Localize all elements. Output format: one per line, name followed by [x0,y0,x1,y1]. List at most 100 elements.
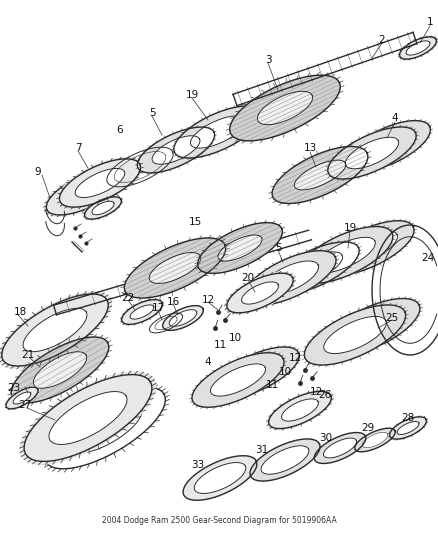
Polygon shape [242,282,279,304]
Polygon shape [345,137,399,169]
Polygon shape [210,364,265,396]
Text: 18: 18 [14,307,27,317]
Text: 22: 22 [121,293,134,303]
Polygon shape [399,36,438,60]
Polygon shape [261,261,318,295]
Polygon shape [75,168,125,198]
Text: 3: 3 [265,55,271,65]
Polygon shape [250,439,320,481]
Polygon shape [44,168,126,216]
Polygon shape [211,347,299,399]
Polygon shape [20,372,156,464]
Polygon shape [230,75,340,141]
Polygon shape [57,157,143,208]
Text: 9: 9 [35,167,41,177]
Polygon shape [294,160,346,190]
Text: 12: 12 [201,295,215,305]
Text: 1: 1 [427,17,433,27]
Text: 10: 10 [279,367,292,377]
Polygon shape [130,305,154,319]
Polygon shape [183,456,257,500]
Text: 30: 30 [319,433,332,443]
Polygon shape [324,298,420,356]
Polygon shape [0,292,111,368]
Polygon shape [323,438,357,458]
Polygon shape [192,353,284,407]
Polygon shape [33,352,87,388]
Text: 15: 15 [188,217,201,227]
Polygon shape [355,428,395,452]
Text: 10: 10 [229,333,242,343]
Polygon shape [328,127,416,179]
Polygon shape [339,231,397,265]
Polygon shape [162,305,203,330]
Polygon shape [84,196,123,220]
Polygon shape [49,392,127,445]
Text: 16: 16 [166,297,180,307]
Polygon shape [11,337,109,403]
Polygon shape [314,237,375,273]
Polygon shape [261,446,309,474]
Text: 5: 5 [275,243,281,253]
Text: 2: 2 [379,35,385,45]
Text: 11: 11 [213,340,226,350]
Text: 12: 12 [309,387,323,397]
Polygon shape [218,235,262,261]
Polygon shape [244,251,336,305]
Polygon shape [23,308,87,352]
Polygon shape [149,253,201,284]
Polygon shape [271,242,359,294]
Polygon shape [198,223,283,273]
Polygon shape [389,416,427,440]
Polygon shape [343,310,402,344]
Polygon shape [194,463,246,494]
Text: 27: 27 [18,400,32,410]
Polygon shape [228,357,282,389]
Text: 17: 17 [152,303,165,313]
Polygon shape [120,299,163,325]
Text: 19: 19 [185,90,198,100]
Polygon shape [304,305,406,365]
Polygon shape [92,201,114,215]
Polygon shape [287,252,343,284]
Polygon shape [322,221,414,275]
Text: 6: 6 [117,125,124,135]
Polygon shape [191,116,246,148]
Text: 7: 7 [75,143,81,153]
Text: 2004 Dodge Ram 2500 Gear-Second Diagram for 5019906AA: 2004 Dodge Ram 2500 Gear-Second Diagram … [102,516,336,525]
Text: 19: 19 [343,223,357,233]
Polygon shape [152,136,200,164]
Polygon shape [362,131,414,161]
Text: 26: 26 [318,390,332,400]
Polygon shape [258,91,313,125]
Text: 4: 4 [392,113,398,123]
Polygon shape [362,432,388,448]
Text: 11: 11 [265,380,279,390]
Polygon shape [174,106,262,158]
Text: 5: 5 [148,108,155,118]
Polygon shape [314,432,366,464]
Text: 24: 24 [421,253,434,263]
Polygon shape [13,392,31,404]
Polygon shape [324,317,386,353]
Text: 12: 12 [288,353,302,363]
Text: 31: 31 [255,445,268,455]
Text: 13: 13 [304,143,317,153]
Text: 25: 25 [385,313,399,323]
Text: 21: 21 [21,350,35,360]
Polygon shape [138,127,215,173]
Text: 29: 29 [361,423,374,433]
Polygon shape [346,120,431,172]
Polygon shape [406,41,430,55]
Polygon shape [272,147,368,204]
Polygon shape [5,386,39,409]
Text: 33: 33 [191,460,205,470]
Polygon shape [169,310,197,326]
Polygon shape [225,272,295,314]
Text: 23: 23 [7,383,21,393]
Polygon shape [267,390,333,430]
Text: 28: 28 [401,413,415,423]
Text: 20: 20 [241,273,254,283]
Polygon shape [282,399,318,421]
Polygon shape [124,238,226,298]
